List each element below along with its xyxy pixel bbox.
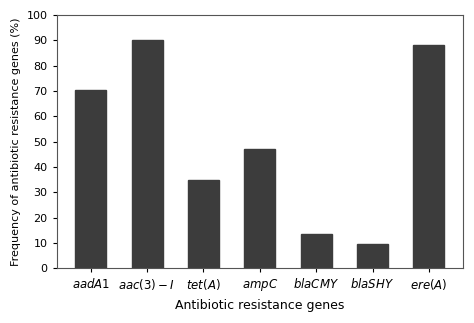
Bar <box>301 234 332 268</box>
Bar <box>131 40 163 268</box>
Y-axis label: Frequency of antibiotic resistance genes (%): Frequency of antibiotic resistance genes… <box>11 17 21 266</box>
Bar <box>188 180 219 268</box>
Bar <box>413 46 445 268</box>
Bar <box>244 149 275 268</box>
Bar <box>357 244 388 268</box>
Bar <box>75 90 106 268</box>
X-axis label: Antibiotic resistance genes: Antibiotic resistance genes <box>175 299 345 312</box>
